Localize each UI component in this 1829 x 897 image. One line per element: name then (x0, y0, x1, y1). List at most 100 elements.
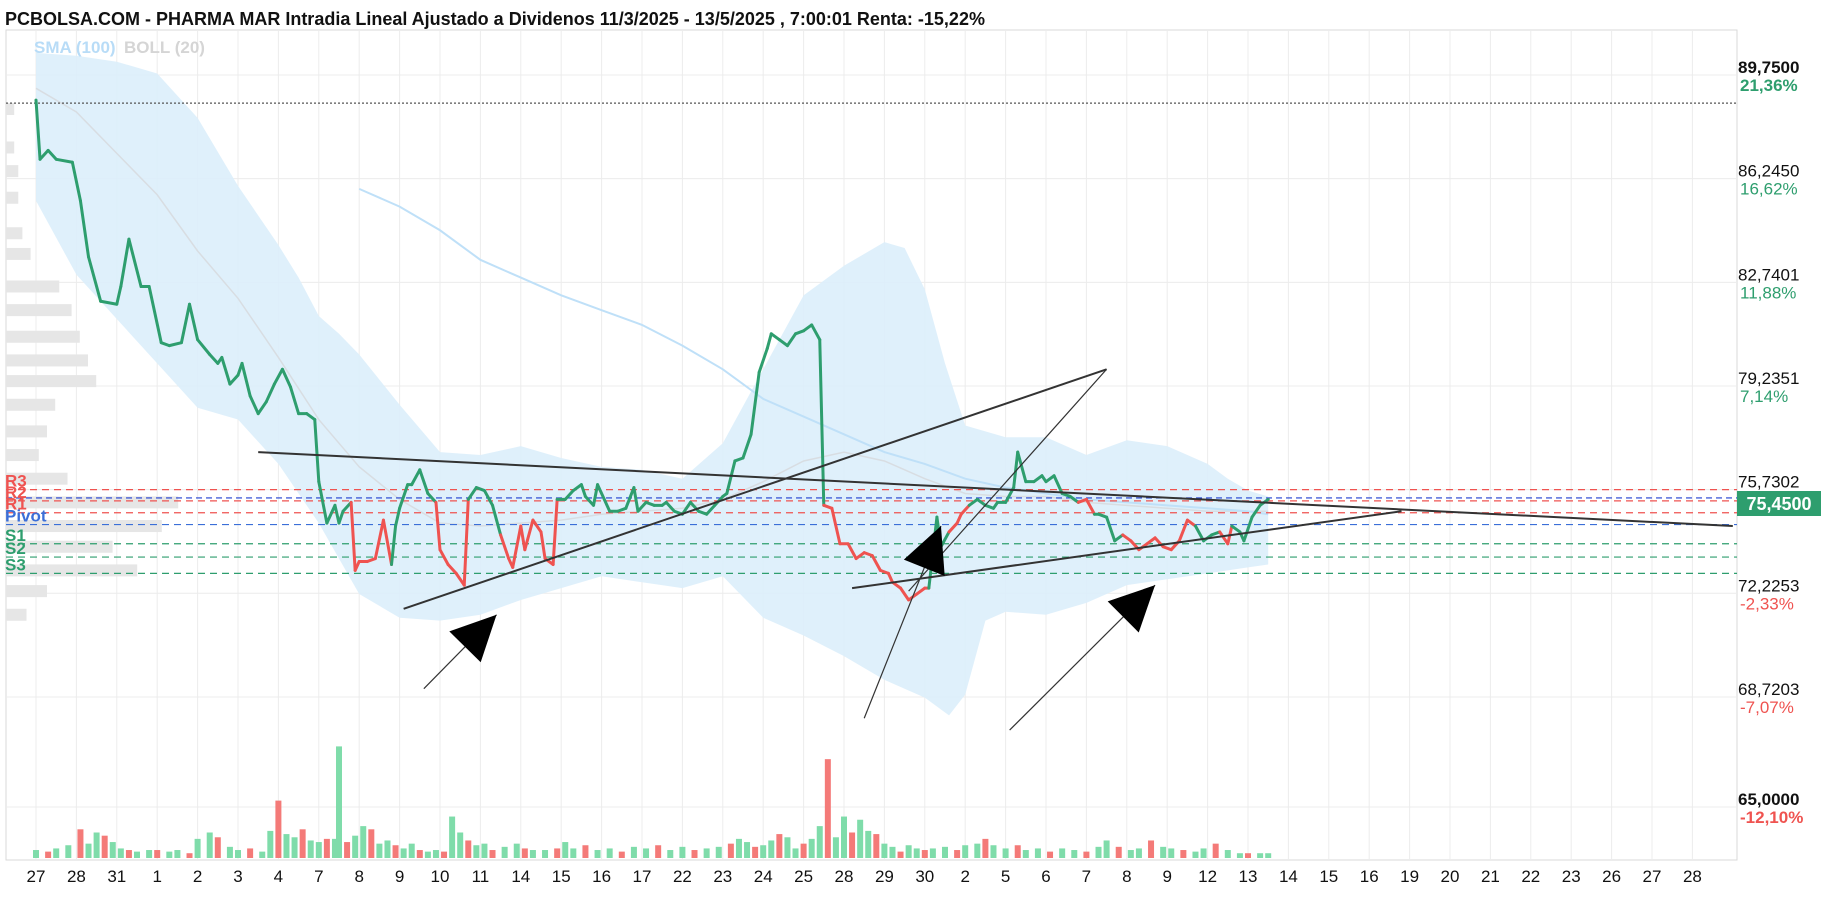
price-segment (632, 486, 640, 513)
price-segment (394, 506, 402, 528)
volume-bar (1245, 853, 1251, 858)
volume-bars (33, 746, 1272, 858)
volume-bar (134, 851, 140, 858)
volume-bar (974, 843, 981, 858)
volume-bar (33, 850, 39, 858)
volume-bar (1148, 840, 1155, 858)
profile-bar (6, 330, 80, 343)
x-tick-label: 20 (1441, 867, 1460, 886)
y-tick-pct: 7,14% (1740, 387, 1788, 406)
price-segment (333, 503, 341, 525)
volume-bar (166, 851, 173, 858)
price-segment (38, 148, 50, 161)
price-segment (167, 341, 183, 348)
price-segment (264, 382, 276, 404)
price-segment (390, 524, 398, 566)
volume-bar (1034, 848, 1041, 858)
profile-bar (6, 191, 19, 204)
price-segment (511, 524, 523, 569)
price-segment (188, 302, 200, 342)
volume-bar (643, 848, 650, 858)
volume-bar (501, 846, 508, 858)
volume-bar (267, 830, 274, 858)
price-segment (1113, 533, 1125, 543)
price-segment (551, 497, 559, 566)
profile-bar (6, 472, 68, 485)
price-segment (196, 338, 212, 356)
x-tick-label: 26 (1602, 867, 1621, 886)
level-label-s2: S2 (5, 539, 26, 558)
profile-bar (6, 247, 31, 260)
volume-bar (392, 845, 399, 858)
volume-bar (606, 848, 613, 858)
level-label-s1: S1 (5, 526, 26, 545)
x-tick-label: 31 (107, 867, 126, 886)
volume-bar (942, 846, 948, 858)
volume-bar (962, 845, 969, 858)
volume-bar (489, 850, 496, 858)
volume-bar (1002, 848, 1009, 858)
volume-bar (618, 851, 625, 858)
price-segment (179, 302, 192, 345)
price-segment (466, 486, 478, 501)
volume-bar (400, 848, 407, 858)
volume-bar (1103, 840, 1110, 858)
volume-bar (247, 848, 254, 858)
profile-bar (6, 496, 179, 509)
volume-bar (1059, 848, 1066, 858)
volume-bar (529, 850, 536, 858)
price-segment (115, 284, 123, 306)
volume-bar (259, 851, 266, 858)
volume-bar (1257, 853, 1264, 858)
volume-bar (954, 850, 961, 858)
profile-bar (6, 449, 39, 462)
price-segment (802, 323, 814, 333)
price-segment (99, 299, 119, 306)
volume-bar (45, 851, 52, 858)
price-segment (830, 506, 842, 546)
price-segment (1068, 494, 1080, 504)
volume-bar (760, 845, 767, 858)
volume-bar (154, 850, 161, 858)
last-price-marker: 75,4500 (1737, 491, 1821, 516)
x-tick-label: 27 (27, 867, 46, 886)
volume-bar (784, 837, 791, 858)
volume-bar (929, 848, 936, 858)
profile-bar (6, 227, 23, 240)
price-segment (337, 509, 345, 525)
sma-line (358, 187, 1269, 516)
volume-bar (1265, 853, 1272, 858)
price-segment (886, 571, 894, 584)
arrow-head (903, 526, 945, 576)
price-segment (899, 586, 911, 602)
level-label-r1: R1 (5, 495, 27, 514)
volume-bar (691, 850, 698, 858)
volume-bar (299, 829, 306, 858)
legend: SMA (100) BOLL (20) (34, 38, 205, 57)
profile-bar (6, 608, 27, 621)
volume-bar (744, 842, 751, 858)
price-segment (1177, 518, 1189, 543)
price-segment (519, 524, 527, 552)
price-segment (975, 497, 987, 507)
volume-bar (800, 843, 807, 858)
y-tick-price: 89,7500 (1738, 58, 1799, 77)
price-segment (119, 237, 131, 288)
volume-bar (376, 843, 383, 858)
price-segment (228, 373, 240, 386)
x-tick-label: 14 (511, 867, 530, 886)
volume-bar (441, 851, 448, 858)
volume-bar (186, 853, 193, 858)
price-segment (1105, 515, 1117, 543)
x-tick-label: 5 (1001, 867, 1010, 886)
x-axis: 27 28 31 1 2 3 4 7 8 9 10 11 14 15 16 17 22 23 24 25 28 29 30 2… (27, 867, 1702, 886)
volume-bar (1014, 845, 1021, 858)
volume-bar (703, 848, 710, 858)
price-segment (317, 480, 329, 525)
volume-bar (776, 834, 783, 858)
volume-bar (432, 850, 439, 858)
price-segment (636, 500, 648, 513)
volume-bar (117, 848, 124, 858)
volume-bar (206, 832, 213, 858)
